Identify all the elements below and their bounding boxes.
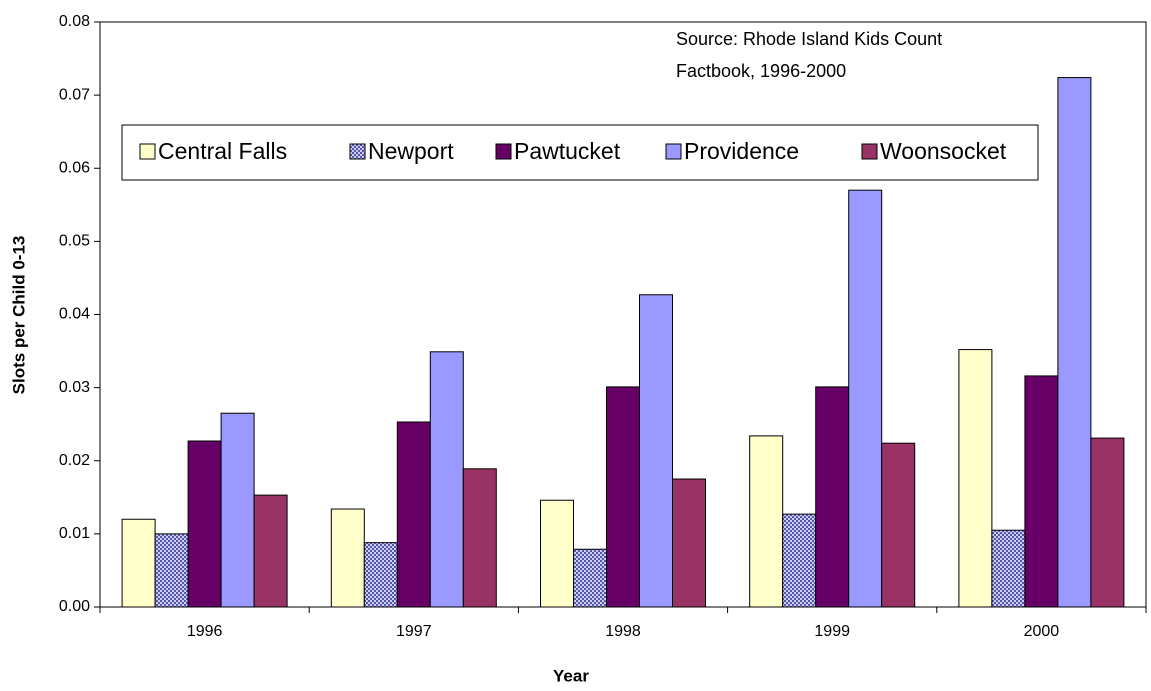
- y-tick-label: 0.02: [59, 452, 90, 469]
- bar: [540, 499, 574, 608]
- legend-label: Central Falls: [158, 138, 287, 164]
- y-tick-label: 0.03: [59, 379, 90, 396]
- bar: [121, 518, 156, 608]
- legend-swatch: [861, 143, 878, 160]
- y-tick-label: 0.08: [59, 13, 90, 30]
- x-axis-title: Year: [553, 666, 589, 685]
- bar: [639, 294, 673, 608]
- bar: [1024, 375, 1059, 608]
- x-tick-label: 1997: [396, 623, 432, 640]
- legend-label: Pawtucket: [514, 138, 621, 164]
- bar: [749, 435, 784, 608]
- bar: [606, 386, 640, 608]
- x-tick-label: 2000: [1024, 623, 1060, 640]
- bar: [881, 442, 916, 608]
- bar: [1057, 77, 1092, 608]
- bar: [220, 412, 255, 608]
- y-axis-title: Slots per Child 0-13: [9, 236, 28, 395]
- x-tick-label: 1998: [605, 623, 641, 640]
- bar: [253, 494, 288, 608]
- y-tick-label: 0.00: [59, 598, 90, 615]
- legend-swatch: [495, 143, 512, 160]
- legend-label: Newport: [368, 138, 454, 164]
- annotation: Source: Rhode Island Kids Count: [676, 29, 942, 49]
- bar: [782, 513, 817, 608]
- legend-label: Woonsocket: [880, 138, 1007, 164]
- legend: [121, 124, 1039, 181]
- legend-swatch: [665, 143, 682, 160]
- y-tick-label: 0.05: [59, 233, 90, 250]
- x-tick-label: 1999: [814, 623, 850, 640]
- bar: [363, 542, 398, 608]
- bar: [672, 478, 706, 608]
- bar: [462, 468, 497, 608]
- bar: [154, 533, 189, 608]
- y-tick-label: 0.06: [59, 159, 90, 176]
- y-tick-label: 0.07: [59, 86, 90, 103]
- bar: [429, 351, 464, 608]
- legend-label: Providence: [684, 138, 799, 164]
- bar: [958, 349, 993, 608]
- bar: [815, 386, 850, 608]
- bar: [573, 548, 607, 608]
- bar: [187, 440, 222, 608]
- y-tick-label: 0.04: [59, 306, 90, 323]
- bar: [991, 529, 1026, 608]
- bar: [396, 421, 431, 608]
- bar: [330, 508, 365, 608]
- bar: [1090, 437, 1125, 608]
- annotation: Factbook, 1996-2000: [676, 61, 846, 81]
- y-tick-label: 0.01: [59, 525, 90, 542]
- legend-swatch: [349, 143, 366, 160]
- legend-swatch: [139, 143, 156, 160]
- x-tick-label: 1996: [187, 623, 223, 640]
- bar: [848, 189, 883, 608]
